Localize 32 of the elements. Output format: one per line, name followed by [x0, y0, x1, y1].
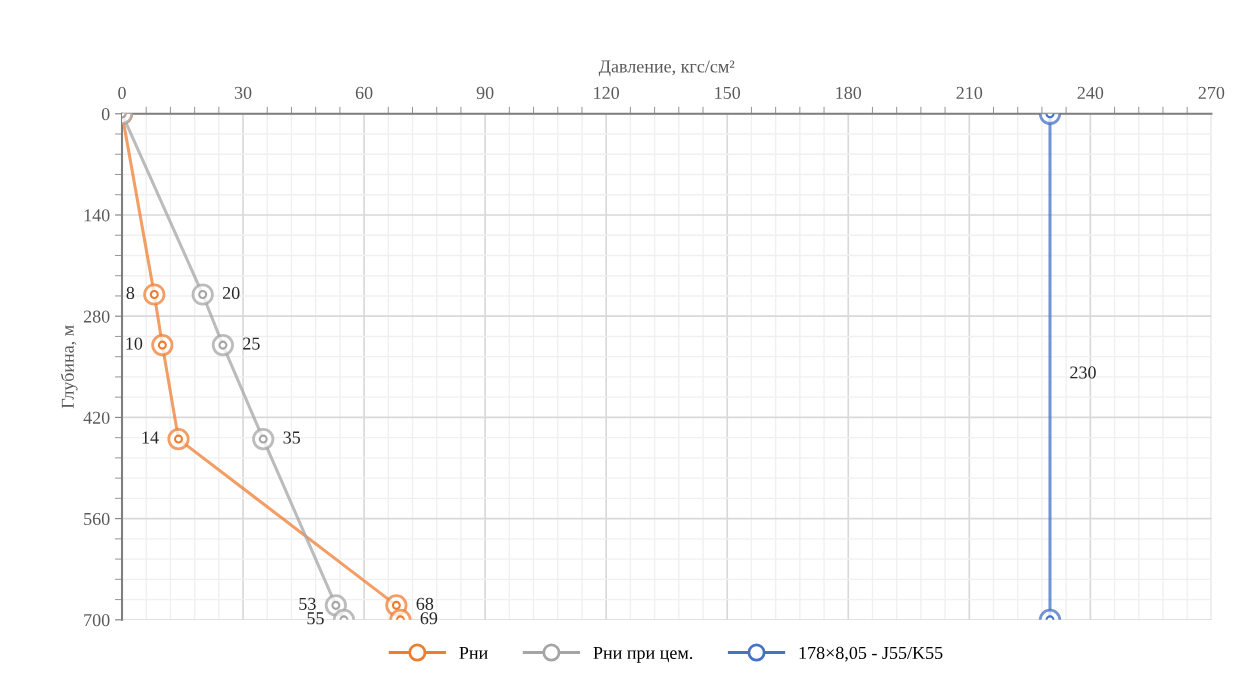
annotation: 8: [126, 286, 135, 300]
x-tick-label: 180: [836, 86, 862, 99]
x-tick-label: 30: [234, 86, 252, 99]
annotation: 55: [307, 612, 324, 625]
annotation: 69: [420, 612, 438, 625]
annotation: 53: [299, 597, 316, 610]
x-tick-label: 270: [1198, 86, 1225, 99]
x-tick-label: 240: [1077, 86, 1104, 99]
y-tick-label: 0: [101, 108, 110, 121]
annotation: 230: [1070, 366, 1096, 379]
y-axis-title: Глубина, м: [60, 325, 78, 409]
legend-label: Рни: [459, 647, 488, 659]
y-tick-label: 700: [84, 614, 110, 627]
x-axis-title: Давление, кгс/см²: [598, 60, 735, 77]
x-tick-label: 60: [355, 86, 373, 99]
x-tick-label: 210: [956, 86, 983, 99]
annotation: 10: [126, 337, 143, 350]
y-tick-label: 420: [83, 411, 110, 424]
x-tick-label: 90: [476, 86, 494, 99]
annotation: 14: [142, 431, 159, 444]
annotation: 20: [222, 286, 240, 300]
annotation: 68: [416, 597, 434, 610]
x-tick-label: 150: [715, 86, 741, 99]
y-tick-label: 560: [84, 512, 110, 526]
y-tick-label: 280: [83, 310, 110, 323]
annotation: 25: [243, 337, 260, 350]
x-tick-label: 0: [118, 86, 126, 99]
y-tick-label: 140: [84, 209, 110, 222]
annotation: 35: [283, 431, 301, 444]
legend-label: Рни при цем.: [593, 647, 693, 663]
x-tick-label: 120: [594, 86, 620, 99]
legend-label: 178×8,05 - J55/K55: [799, 646, 943, 662]
